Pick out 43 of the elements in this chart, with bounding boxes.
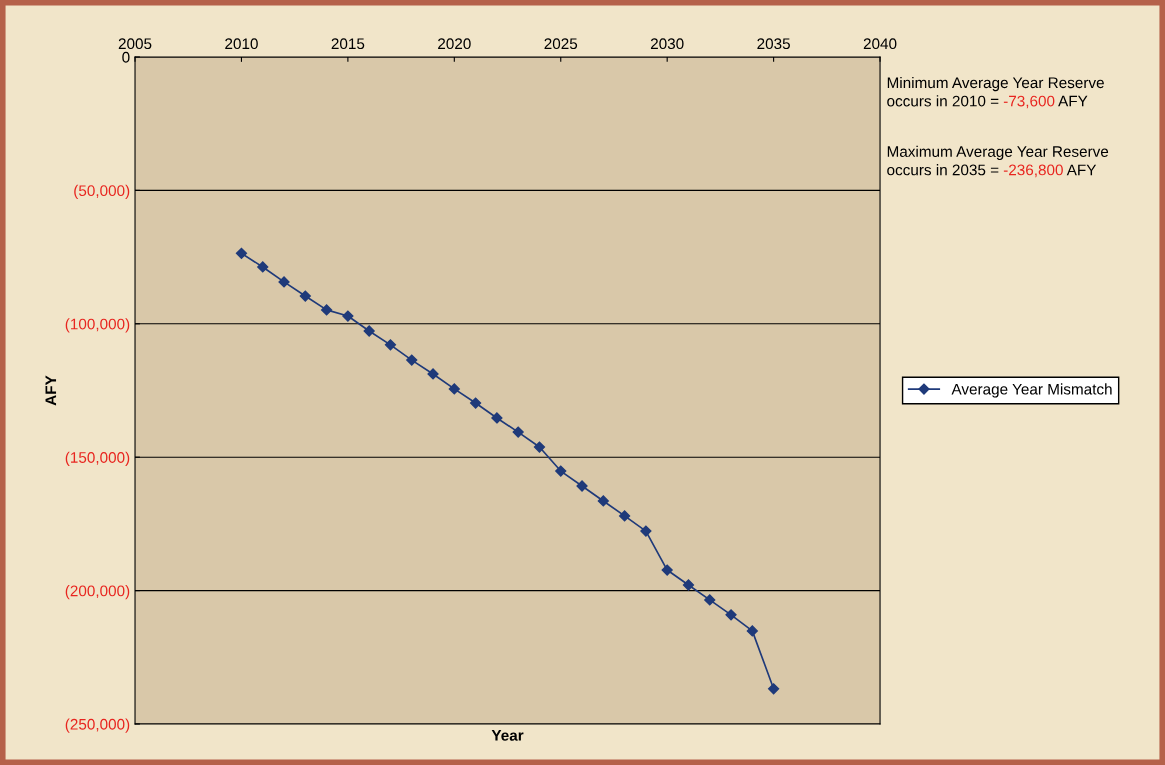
y-tick-label: (250,000) — [65, 718, 130, 733]
point — [661, 564, 673, 576]
point — [384, 339, 397, 351]
point — [257, 261, 269, 273]
x-tick-label: 2035 — [757, 38, 790, 50]
point — [235, 247, 248, 259]
point — [512, 426, 524, 438]
x-tick-label: 2030 — [650, 38, 684, 50]
point — [555, 465, 567, 477]
point — [469, 397, 482, 409]
point — [533, 441, 546, 453]
x-tick-label: 2040 — [863, 38, 897, 50]
x-axis-title: Year — [491, 730, 524, 741]
x-tick-label: 2010 — [225, 38, 258, 50]
point — [682, 579, 695, 591]
point — [619, 510, 631, 522]
point — [320, 304, 333, 316]
point — [278, 276, 290, 288]
point — [746, 625, 758, 637]
text: Minimum Average Year Reserve occurs in 2010 = -73,600 AFY — [887, 76, 1104, 109]
x-tick-label: 2020 — [438, 38, 471, 50]
point — [363, 325, 375, 337]
point — [342, 310, 354, 322]
y-axis-title: AFY — [45, 375, 57, 406]
point — [491, 412, 503, 424]
point — [597, 495, 609, 507]
point — [768, 683, 780, 695]
y-tick-label: (50,000) — [74, 184, 130, 200]
x-tick-label: 2025 — [544, 38, 578, 50]
legend-label: Average Year Mismatch — [951, 383, 1112, 398]
text: Maximum Average Year Reserve occurs in 2035 = -236,800 AFY — [887, 145, 1109, 178]
point — [448, 383, 460, 395]
point — [299, 290, 311, 302]
point — [704, 594, 716, 606]
point — [406, 354, 418, 366]
y-tick-label: (100,000) — [65, 318, 130, 333]
y-tick-label: (150,000) — [65, 451, 130, 466]
x-tick-label: 2005 — [118, 38, 152, 50]
point — [640, 525, 652, 537]
point — [725, 609, 737, 621]
y-tick-label: 0 — [122, 51, 130, 63]
y-tick-label: (200,000) — [65, 585, 130, 600]
x-tick-label: 2015 — [331, 38, 365, 50]
